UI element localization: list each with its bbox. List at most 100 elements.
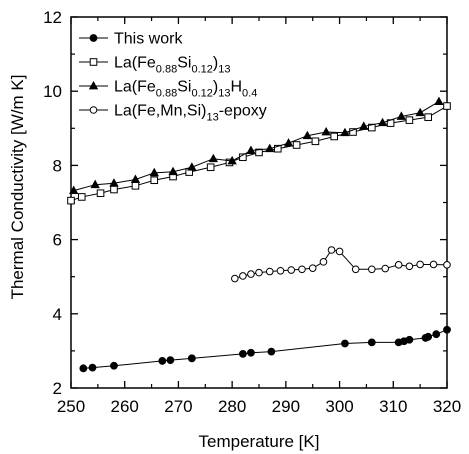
y-tick-label: 6 bbox=[53, 231, 62, 250]
legend-entry-2: La(Fe0.88Si0.12)13 bbox=[79, 55, 230, 76]
axes: 250 260 270 280 290 300 310 320 2 4 6 8 10 12 bbox=[43, 8, 461, 416]
data-point bbox=[131, 182, 140, 190]
data-point bbox=[246, 145, 256, 154]
data-point bbox=[239, 272, 247, 280]
data-point bbox=[109, 178, 119, 187]
y-tick-label: 10 bbox=[43, 82, 62, 101]
data-point bbox=[302, 130, 313, 140]
data-point bbox=[405, 335, 414, 344]
legend-label: La(Fe,Mn,Si)13-epoxy bbox=[114, 103, 267, 124]
data-point bbox=[311, 137, 320, 146]
data-point bbox=[96, 189, 105, 198]
data-point bbox=[69, 185, 79, 195]
data-point bbox=[377, 117, 388, 127]
data-point bbox=[231, 274, 239, 283]
x-tick-label: 310 bbox=[379, 397, 407, 416]
data-point bbox=[308, 264, 317, 272]
data-point bbox=[208, 153, 219, 163]
data-point bbox=[238, 349, 247, 358]
data-point bbox=[443, 102, 451, 110]
data-point bbox=[88, 363, 97, 372]
data-point bbox=[255, 148, 263, 157]
data-point bbox=[287, 266, 296, 274]
data-point bbox=[396, 111, 407, 120]
y-tick-label: 8 bbox=[53, 156, 62, 175]
legend: This work La(Fe0.88Si0.12)13 La(Fe0.88Si0.… bbox=[79, 31, 267, 124]
data-point bbox=[247, 270, 255, 278]
data-point bbox=[255, 268, 263, 277]
data-point bbox=[77, 193, 86, 201]
data-point bbox=[206, 163, 215, 172]
data-point bbox=[340, 127, 350, 137]
x-tick-label: 260 bbox=[111, 397, 139, 416]
legend-marker bbox=[89, 58, 98, 66]
data-point bbox=[150, 176, 159, 185]
data-point bbox=[90, 179, 100, 189]
data-point bbox=[367, 338, 376, 347]
data-point bbox=[394, 261, 403, 269]
data-point bbox=[368, 265, 376, 274]
legend-entry-1: This work bbox=[79, 31, 183, 48]
data-point bbox=[265, 267, 274, 276]
data-point bbox=[267, 347, 276, 356]
plot-frame bbox=[70, 16, 448, 389]
plot-series bbox=[67, 96, 451, 373]
data-point bbox=[327, 246, 336, 254]
data-point bbox=[341, 339, 349, 348]
x-tick-label: 300 bbox=[325, 397, 353, 416]
data-point bbox=[298, 265, 306, 274]
data-point bbox=[292, 141, 301, 149]
data-point bbox=[110, 185, 118, 194]
data-point bbox=[349, 128, 357, 136]
x-axis-title: Temperature [K] bbox=[199, 432, 320, 451]
legend-label: La(Fe0.88Si0.12)13H0.4 bbox=[114, 79, 257, 100]
y-axis-title: Thermal Conductivity [W/m K] bbox=[8, 75, 27, 300]
data-point bbox=[443, 261, 451, 269]
data-point bbox=[79, 364, 88, 373]
data-point bbox=[429, 260, 438, 269]
x-tick-label: 320 bbox=[433, 397, 461, 416]
data-point bbox=[405, 262, 414, 271]
data-point bbox=[67, 196, 75, 205]
data-point bbox=[335, 247, 344, 256]
legend-marker bbox=[89, 106, 98, 114]
data-point bbox=[168, 166, 178, 176]
data-point bbox=[415, 107, 425, 117]
data-point bbox=[368, 123, 376, 132]
data-point bbox=[319, 258, 328, 266]
data-point bbox=[149, 167, 159, 177]
legend-label: This work bbox=[114, 31, 183, 48]
legend-entry-3: La(Fe0.88Si0.12)13H0.4 bbox=[79, 79, 257, 100]
legend-marker bbox=[88, 80, 99, 90]
data-point bbox=[130, 174, 141, 183]
y-tick-label: 2 bbox=[53, 379, 62, 398]
data-point bbox=[321, 126, 331, 136]
x-tick-label: 290 bbox=[272, 397, 300, 416]
data-point bbox=[274, 144, 282, 153]
legend-marker bbox=[89, 34, 98, 42]
data-point bbox=[247, 348, 255, 357]
y-tick-label: 4 bbox=[53, 305, 62, 324]
series-4 bbox=[231, 246, 451, 283]
data-point bbox=[330, 132, 338, 141]
legend-entry-4: La(Fe,Mn,Si)13-epoxy bbox=[79, 103, 267, 124]
data-point bbox=[434, 96, 444, 105]
data-point bbox=[351, 265, 360, 274]
data-point bbox=[283, 138, 294, 147]
data-point bbox=[276, 266, 285, 275]
data-point bbox=[416, 260, 424, 269]
data-point bbox=[187, 162, 197, 171]
data-point bbox=[405, 116, 414, 124]
data-point bbox=[187, 354, 196, 363]
data-point bbox=[265, 143, 275, 153]
series-3 bbox=[69, 96, 444, 195]
x-tick-label: 280 bbox=[218, 397, 246, 416]
data-point bbox=[424, 113, 432, 121]
x-tick-label: 250 bbox=[57, 397, 85, 416]
data-point bbox=[227, 155, 237, 165]
y-tick-label: 12 bbox=[43, 8, 62, 27]
x-tick-label: 270 bbox=[164, 397, 192, 416]
data-point bbox=[166, 356, 175, 365]
legend-label: La(Fe0.88Si0.12)13 bbox=[114, 55, 230, 76]
